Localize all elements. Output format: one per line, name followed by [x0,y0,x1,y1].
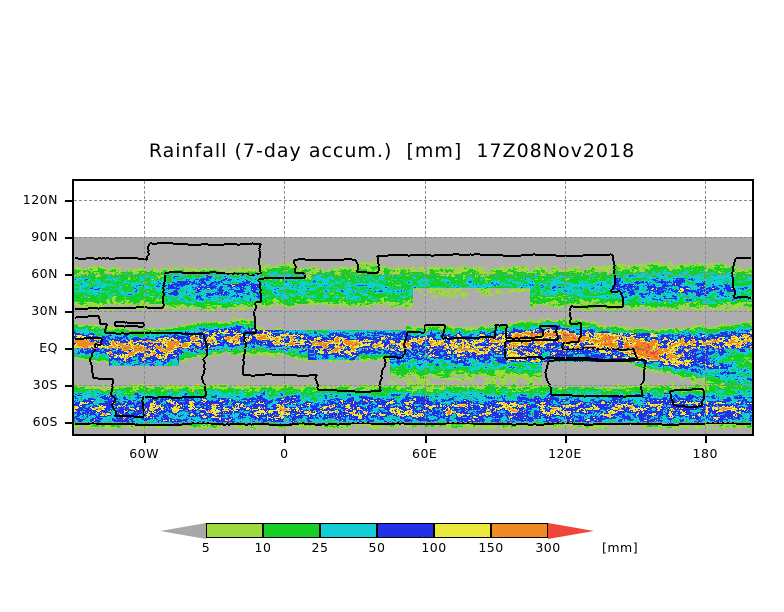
x-axis-label: 60E [412,446,438,461]
x-axis-label: 0 [280,446,289,461]
x-axis-label: 120E [548,446,582,461]
x-axis-label: 180 [692,446,718,461]
map-raster-container [74,181,752,434]
x-axis-tick [564,436,567,443]
y-axis-tick [65,384,72,387]
colorbar-unit-label: [mm] [602,540,639,555]
colorbar-tick-label: 100 [421,540,447,555]
x-axis-tick [284,436,287,443]
colorbar-tick-label: 10 [254,540,272,555]
rainfall-raster [74,181,752,434]
colorbar-segment [320,523,377,538]
colorbar-tick-label: 150 [478,540,504,555]
colorbar-segment [434,523,491,538]
colorbar-under-arrow [160,523,206,539]
colorbar-tick-label: 25 [311,540,329,555]
y-axis-tick [65,310,72,313]
y-axis-tick [65,421,72,424]
colorbar-tick-label: 300 [535,540,561,555]
colorbar-segment [377,523,434,538]
y-axis-label: 120N [22,191,58,207]
y-axis-label: 30N [31,302,58,318]
colorbar-segment [491,523,548,538]
colorbar-tick-label: 5 [201,540,211,555]
y-axis-label: 60N [31,265,58,281]
map-plot-area [72,179,754,436]
x-axis-label: 60W [129,446,159,461]
y-axis-label: 60S [32,413,58,429]
x-axis-tick [144,436,147,443]
colorbar-tick-label: 50 [368,540,386,555]
y-axis-tick [65,347,72,350]
y-axis-label: 30S [32,376,58,392]
page-title: Rainfall (7-day accum.) [mm] 17Z08Nov201… [148,140,636,162]
x-axis-tick [424,436,427,443]
colorbar-segment [263,523,320,538]
y-axis-label: EQ [39,339,58,355]
y-axis-tick [65,199,72,202]
y-axis-tick [65,236,72,239]
y-axis-label: 90N [31,228,58,244]
x-axis-tick [705,436,708,443]
colorbar-segment [206,523,263,538]
colorbar-over-arrow [548,523,594,539]
y-axis-tick [65,273,72,276]
